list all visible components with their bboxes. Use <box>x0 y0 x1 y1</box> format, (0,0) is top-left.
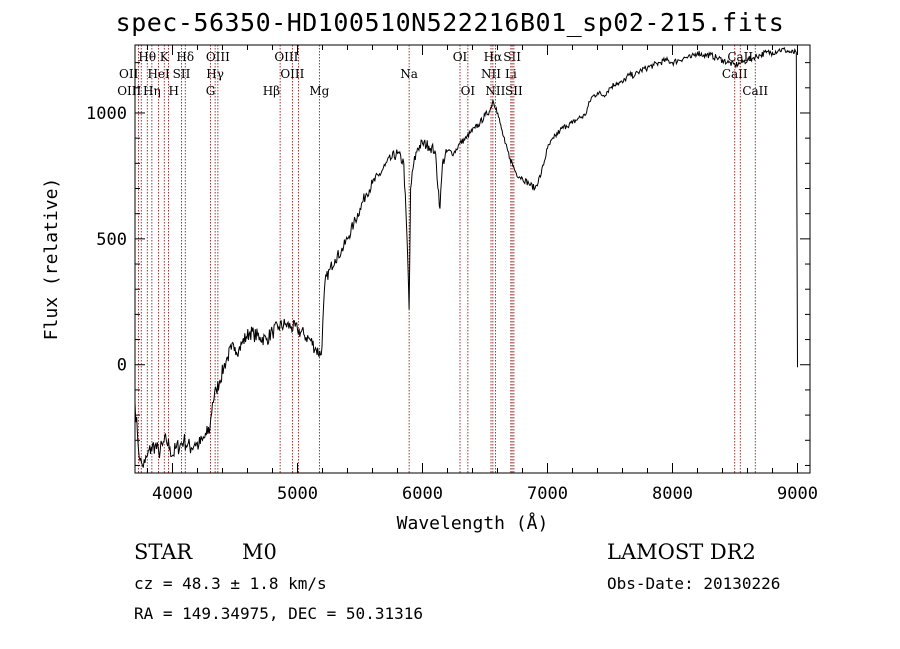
x-tick-label: 6000 <box>402 484 443 504</box>
spectral-line-label: OIII <box>117 84 141 98</box>
x-tick-label: 4000 <box>152 484 193 504</box>
sky-coordinates: RA = 149.34975, DEC = 50.31316 <box>134 604 423 623</box>
spectral-line-label: OIII <box>206 50 230 64</box>
spectral-line-label: SII <box>173 67 191 81</box>
spectral-line-label: SII <box>503 50 521 64</box>
spectral-line-label: OIII <box>274 50 298 64</box>
x-axis-label: Wavelength (Å) <box>397 512 549 534</box>
spectral-line-label: NII <box>481 67 501 81</box>
spectral-line-label: Hβ <box>263 84 280 98</box>
y-tick-label: 500 <box>96 230 127 250</box>
object-class: STAR <box>134 540 193 564</box>
chart-title: spec-56350-HD100510N522216B01_sp02-215.f… <box>115 8 785 37</box>
spectral-line-label: Hα <box>484 50 503 64</box>
spectral-line-label: G <box>206 84 216 98</box>
spectral-line-label: CaII <box>742 84 768 98</box>
observation-date: Obs-Date: 20130226 <box>607 574 781 593</box>
spectral-line-label: Hη <box>143 84 161 98</box>
spectral-line-label: NII <box>485 84 505 98</box>
spectral-line-label: CaII <box>722 67 748 81</box>
x-tick-label: 9000 <box>777 484 818 504</box>
spectral-line-label: K <box>160 50 170 64</box>
axes-ticks: 4000 5000 6000 7000 8000 9000 0 500 1000 <box>86 45 818 504</box>
spectral-line-label: OIII <box>280 67 304 81</box>
y-tick-label: 1000 <box>86 104 127 124</box>
object-subclass: M0 <box>242 540 277 564</box>
spectrum-series-line <box>134 46 798 468</box>
spectral-line-label: H <box>169 84 179 98</box>
spectral-line-label: OI <box>461 84 476 98</box>
spectral-line-label: Hγ <box>206 67 224 81</box>
spectral-line-markers: OIIOIIIHθHηHeIKHSIIHδGHγOIIIHβOIIIOIIIMg… <box>117 45 768 473</box>
spectral-line-label: Hδ <box>176 50 194 64</box>
spectral-line-label: Hθ <box>138 50 156 64</box>
spectral-line-label: OI <box>453 50 468 64</box>
spectral-line-label: HeI <box>147 67 170 81</box>
spectral-line-label: Mg <box>309 84 329 98</box>
y-tick-label: 0 <box>117 356 127 376</box>
spectral-line-label: SII <box>505 84 523 98</box>
y-axis-label: Flux (relative) <box>41 178 62 341</box>
spectral-line-label: OII <box>119 67 139 81</box>
x-tick-label: 5000 <box>277 484 318 504</box>
redshift-info: cz = 48.3 ± 1.8 km/s <box>134 574 327 593</box>
spectral-line-label: Li <box>505 67 517 81</box>
x-tick-label: 8000 <box>652 484 693 504</box>
spectral-line-label: Na <box>400 67 418 81</box>
survey-name: LAMOST DR2 <box>607 540 756 564</box>
x-tick-label: 7000 <box>527 484 568 504</box>
plot-frame <box>134 44 811 474</box>
